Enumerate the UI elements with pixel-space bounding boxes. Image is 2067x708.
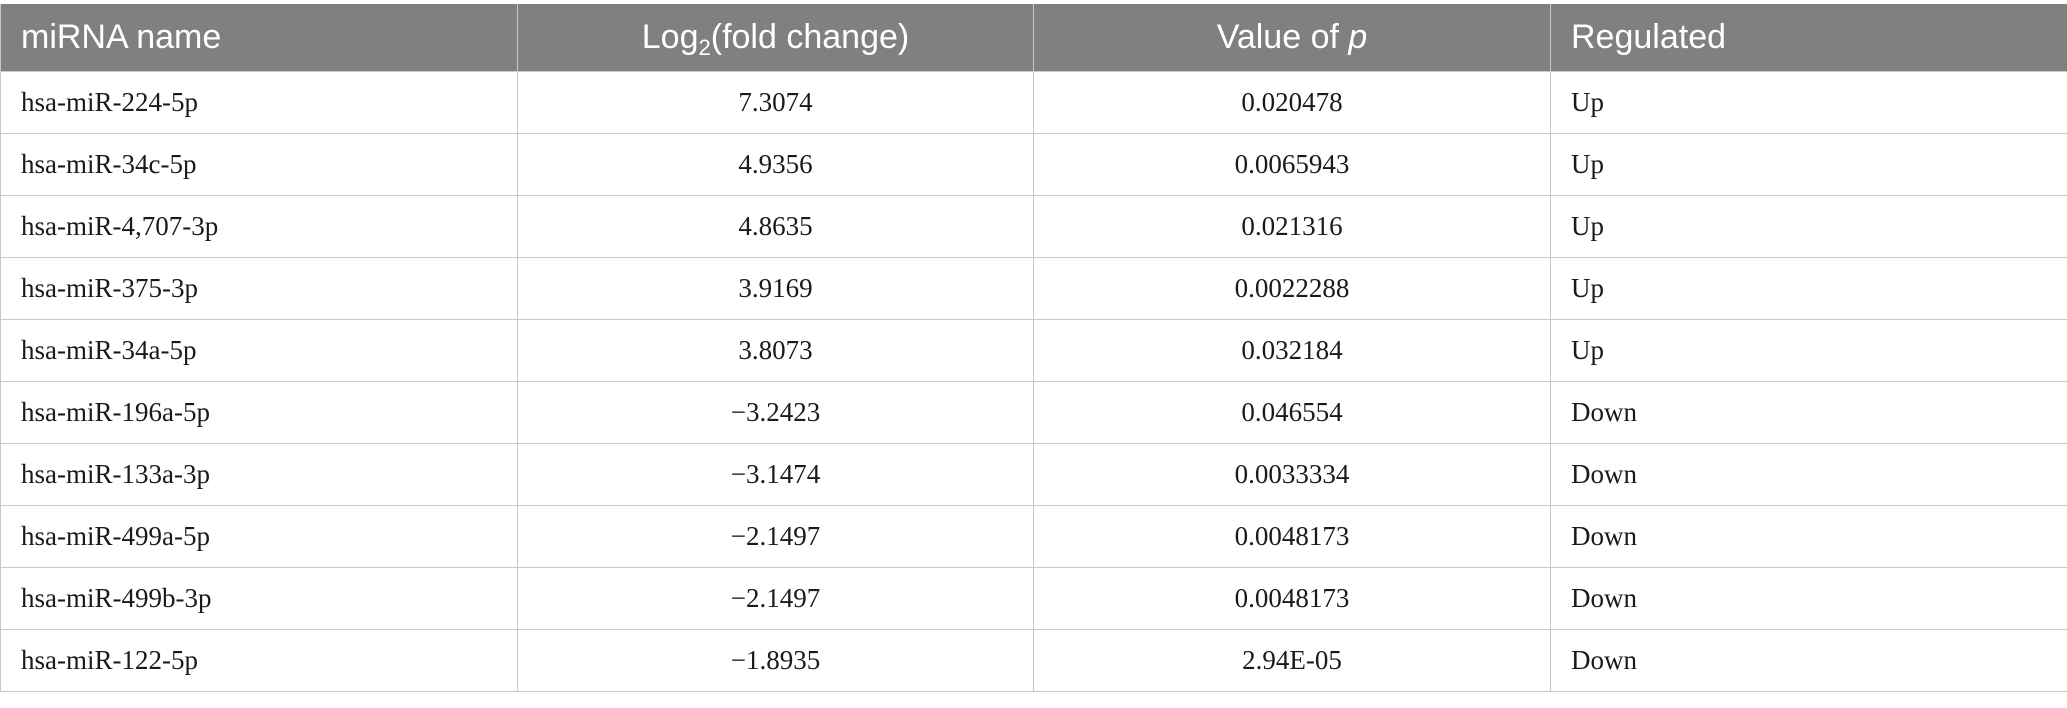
table-row: hsa-miR-133a-3p −3.1474 0.0033334 Down xyxy=(0,443,2067,506)
header-log2-fold-change: Log2(fold change) xyxy=(517,4,1034,72)
cell-p-value: 0.020478 xyxy=(1033,71,1551,134)
cell-mirna-name: hsa-miR-4,707-3p xyxy=(0,195,518,258)
table-row: hsa-miR-122-5p −1.8935 2.94E-05 Down xyxy=(0,629,2067,692)
cell-p-value: 0.0048173 xyxy=(1033,567,1551,630)
cell-mirna-name: hsa-miR-133a-3p xyxy=(0,443,518,506)
cell-regulated: Down xyxy=(1550,505,2067,568)
header-row: miRNA name Log2(fold change) Value of p … xyxy=(0,4,2067,72)
mirna-table-container: miRNA name Log2(fold change) Value of p … xyxy=(0,4,2067,692)
cell-p-value: 0.0048173 xyxy=(1033,505,1551,568)
cell-regulated: Up xyxy=(1550,133,2067,196)
table-row: hsa-miR-196a-5p −3.2423 0.046554 Down xyxy=(0,381,2067,444)
cell-mirna-name: hsa-miR-122-5p xyxy=(0,629,518,692)
header-mirna-name: miRNA name xyxy=(0,4,518,72)
cell-log2-fold-change: 7.3074 xyxy=(517,71,1034,134)
header-mirna-name-label: miRNA name xyxy=(21,18,222,56)
cell-p-value: 0.032184 xyxy=(1033,319,1551,382)
cell-mirna-name: hsa-miR-34a-5p xyxy=(0,319,518,382)
cell-log2-fold-change: −3.2423 xyxy=(517,381,1034,444)
cell-regulated: Up xyxy=(1550,71,2067,134)
cell-log2-fold-change: 4.9356 xyxy=(517,133,1034,196)
cell-log2-fold-change: 3.8073 xyxy=(517,319,1034,382)
cell-p-value: 0.046554 xyxy=(1033,381,1551,444)
header-regulated: Regulated xyxy=(1550,4,2067,72)
table-row: hsa-miR-4,707-3p 4.8635 0.021316 Up xyxy=(0,195,2067,258)
mirna-table: miRNA name Log2(fold change) Value of p … xyxy=(0,4,2067,692)
header-p-prefix: Value of xyxy=(1216,18,1349,56)
cell-log2-fold-change: 4.8635 xyxy=(517,195,1034,258)
cell-p-value: 2.94E-05 xyxy=(1033,629,1551,692)
table-row: hsa-miR-499b-3p −2.1497 0.0048173 Down xyxy=(0,567,2067,630)
cell-p-value: 0.021316 xyxy=(1033,195,1551,258)
table-row: hsa-miR-34a-5p 3.8073 0.032184 Up xyxy=(0,319,2067,382)
cell-log2-fold-change: −2.1497 xyxy=(517,505,1034,568)
header-log-prefix: Log xyxy=(641,18,699,56)
cell-mirna-name: hsa-miR-196a-5p xyxy=(0,381,518,444)
cell-log2-fold-change: −3.1474 xyxy=(517,443,1034,506)
table-row: hsa-miR-34c-5p 4.9356 0.0065943 Up xyxy=(0,133,2067,196)
cell-regulated: Down xyxy=(1550,443,2067,506)
table-row: hsa-miR-224-5p 7.3074 0.020478 Up xyxy=(0,71,2067,134)
cell-mirna-name: hsa-miR-499a-5p xyxy=(0,505,518,568)
table-row: hsa-miR-499a-5p −2.1497 0.0048173 Down xyxy=(0,505,2067,568)
header-log-suffix: (fold change) xyxy=(710,18,910,56)
cell-mirna-name: hsa-miR-34c-5p xyxy=(0,133,518,196)
cell-log2-fold-change: −1.8935 xyxy=(517,629,1034,692)
header-regulated-label: Regulated xyxy=(1571,18,1727,56)
cell-log2-fold-change: −2.1497 xyxy=(517,567,1034,630)
table-body: hsa-miR-224-5p 7.3074 0.020478 Up hsa-miR-34… xyxy=(0,71,2067,692)
cell-regulated: Up xyxy=(1550,319,2067,382)
cell-regulated: Up xyxy=(1550,257,2067,320)
header-p-italic: p xyxy=(1348,18,1368,56)
cell-p-value: 0.0033334 xyxy=(1033,443,1551,506)
cell-mirna-name: hsa-miR-375-3p xyxy=(0,257,518,320)
table-row: hsa-miR-375-3p 3.9169 0.0022288 Up xyxy=(0,257,2067,320)
cell-p-value: 0.0022288 xyxy=(1033,257,1551,320)
cell-mirna-name: hsa-miR-224-5p xyxy=(0,71,518,134)
cell-regulated: Down xyxy=(1550,629,2067,692)
cell-mirna-name: hsa-miR-499b-3p xyxy=(0,567,518,630)
header-p-value: Value of p xyxy=(1033,4,1551,72)
cell-log2-fold-change: 3.9169 xyxy=(517,257,1034,320)
cell-regulated: Up xyxy=(1550,195,2067,258)
cell-p-value: 0.0065943 xyxy=(1033,133,1551,196)
cell-regulated: Down xyxy=(1550,567,2067,630)
header-log-subscript: 2 xyxy=(698,35,711,60)
cell-regulated: Down xyxy=(1550,381,2067,444)
